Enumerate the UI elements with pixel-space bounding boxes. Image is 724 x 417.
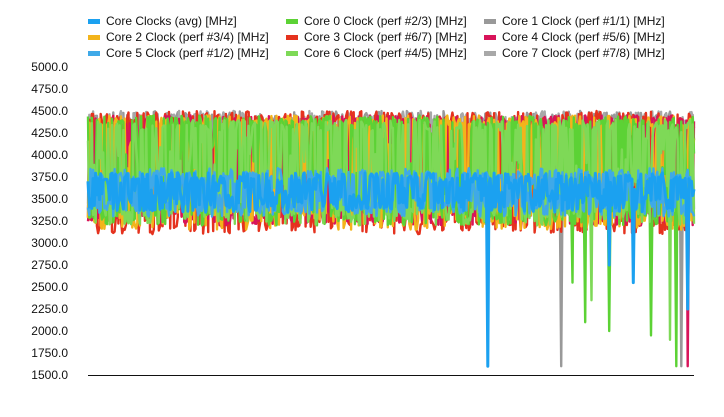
legend: Core Clocks (avg) [MHz] Core 0 Clock (per…: [88, 14, 665, 60]
y-tick-label: 4750.0: [31, 82, 68, 96]
legend-swatch: [484, 35, 496, 40]
legend-swatch: [88, 51, 100, 56]
legend-item: Core 4 Clock (perf #5/6) [MHz]: [484, 30, 665, 44]
y-tick-label: 3000.0: [31, 236, 68, 250]
y-tick-label: 2000.0: [31, 324, 68, 338]
legend-label: Core 0 Clock (perf #2/3) [MHz]: [304, 14, 467, 28]
y-tick-label: 4000.0: [31, 148, 68, 162]
legend-swatch: [88, 35, 100, 40]
y-tick-label: 1750.0: [31, 346, 68, 360]
y-tick-label: 3250.0: [31, 214, 68, 228]
legend-item: Core Clocks (avg) [MHz]: [88, 14, 237, 28]
y-axis: 5000.0 4750.0 4500.0 4250.0 4000.0 3750.0 3500…: [31, 60, 68, 382]
legend-label: Core 4 Clock (perf #5/6) [MHz]: [502, 30, 665, 44]
legend-swatch: [286, 19, 298, 24]
series-line: [86, 171, 696, 368]
legend-label: Core 6 Clock (perf #4/5) [MHz]: [304, 46, 467, 60]
legend-item: Core 6 Clock (perf #4/5) [MHz]: [286, 46, 467, 60]
y-tick-label: 5000.0: [31, 60, 68, 74]
y-tick-label: 4250.0: [31, 126, 68, 140]
legend-label: Core 3 Clock (perf #6/7) [MHz]: [304, 30, 467, 44]
legend-item: Core 0 Clock (perf #2/3) [MHz]: [286, 14, 467, 28]
y-tick-label: 4500.0: [31, 104, 68, 118]
y-tick-label: 2250.0: [31, 302, 68, 316]
y-tick-label: 2750.0: [31, 258, 68, 272]
legend-item: Core 5 Clock (perf #1/2) [MHz]: [88, 46, 269, 60]
y-tick-label: 3500.0: [31, 192, 68, 206]
legend-item: Core 1 Clock (perf #1/1) [MHz]: [484, 14, 665, 28]
plot-area: [86, 109, 696, 368]
legend-label: Core 1 Clock (perf #1/1) [MHz]: [502, 14, 665, 28]
legend-label: Core 2 Clock (perf #3/4) [MHz]: [106, 30, 269, 44]
legend-label: Core Clocks (avg) [MHz]: [106, 14, 237, 28]
legend-swatch: [484, 51, 496, 56]
legend-swatch: [286, 35, 298, 40]
legend-label: Core 7 Clock (perf #7/8) [MHz]: [502, 46, 665, 60]
legend-label: Core 5 Clock (perf #1/2) [MHz]: [106, 46, 269, 60]
legend-swatch: [88, 19, 100, 24]
legend-swatch: [286, 51, 298, 56]
legend-swatch: [484, 19, 496, 24]
legend-item: Core 3 Clock (perf #6/7) [MHz]: [286, 30, 467, 44]
legend-item: Core 2 Clock (perf #3/4) [MHz]: [88, 30, 269, 44]
legend-item: Core 7 Clock (perf #7/8) [MHz]: [484, 46, 665, 60]
y-tick-label: 3750.0: [31, 170, 68, 184]
y-tick-label: 2500.0: [31, 280, 68, 294]
y-tick-label: 1500.0: [31, 368, 68, 382]
